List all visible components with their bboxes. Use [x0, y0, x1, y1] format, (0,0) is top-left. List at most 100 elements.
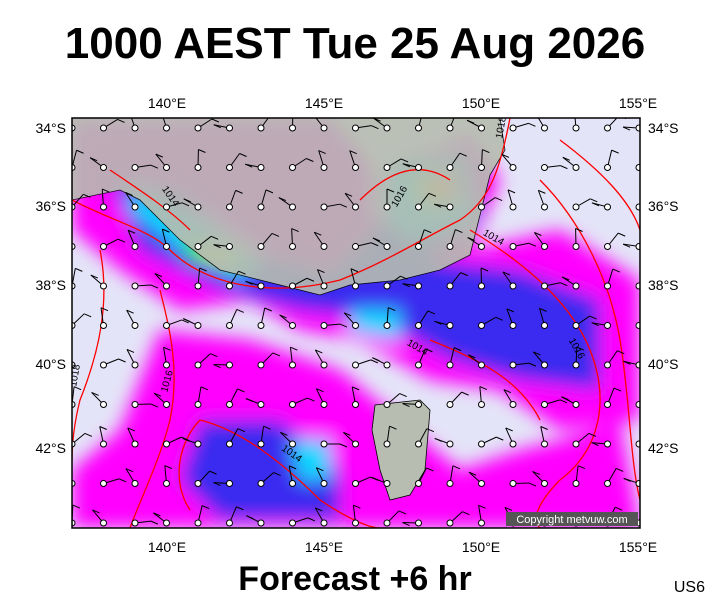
barb-flag	[370, 242, 379, 247]
barb-flag	[561, 276, 570, 281]
station	[604, 361, 611, 369]
barb-flag	[125, 468, 134, 473]
station	[415, 361, 422, 369]
station	[604, 203, 611, 211]
barb-flag	[316, 467, 324, 472]
station	[289, 401, 296, 408]
station	[352, 440, 359, 448]
barb-flag	[318, 150, 326, 154]
barb-flag	[642, 505, 649, 508]
station	[478, 440, 485, 448]
barb-flag	[400, 158, 409, 163]
station	[257, 203, 265, 211]
barb-flag	[622, 243, 631, 248]
station	[383, 401, 391, 408]
station	[226, 243, 233, 250]
station	[604, 164, 611, 171]
barb-flag	[650, 431, 657, 434]
station	[226, 124, 233, 132]
station	[131, 124, 139, 132]
barb-flag	[495, 316, 503, 321]
station	[604, 282, 611, 290]
barb-flag	[533, 351, 541, 356]
station	[226, 322, 233, 329]
barb-flag	[200, 386, 209, 391]
barb-flag	[623, 360, 631, 365]
station	[257, 124, 265, 132]
station	[352, 480, 359, 487]
station	[163, 361, 170, 369]
barb-flag	[457, 112, 464, 115]
barb-flag	[213, 482, 221, 487]
barb-flag	[164, 465, 173, 470]
station	[320, 361, 328, 369]
barb-flag	[83, 313, 92, 318]
barb-flag	[181, 319, 189, 324]
station	[163, 243, 170, 250]
barb-flag	[339, 203, 347, 208]
station	[478, 322, 485, 329]
station	[131, 243, 139, 250]
station	[415, 164, 422, 171]
station	[635, 203, 640, 211]
station	[100, 480, 107, 487]
title: 1000 AEST Tue 25 Aug 2026	[65, 19, 645, 68]
station	[541, 282, 548, 290]
barb-flag	[343, 312, 352, 317]
left-label: 40°S	[35, 356, 66, 372]
station	[635, 480, 640, 487]
barb-flag	[611, 149, 619, 154]
barb-flag	[57, 241, 64, 244]
barb-flag	[538, 189, 546, 194]
barb-flag	[507, 189, 516, 194]
station	[289, 203, 296, 211]
station	[289, 480, 296, 487]
barb-flag	[163, 346, 171, 351]
station	[478, 282, 485, 290]
barb-shaft	[72, 482, 73, 484]
station	[320, 440, 328, 448]
barb-flag	[590, 198, 598, 203]
station	[352, 322, 359, 329]
barb-flag	[153, 512, 161, 517]
barb-flag	[386, 188, 395, 193]
station	[226, 282, 233, 290]
barb-flag	[246, 515, 254, 520]
barb-flag	[353, 504, 361, 509]
station	[541, 361, 548, 369]
caption: Forecast +6 hr	[238, 560, 471, 598]
barb-flag	[613, 387, 622, 392]
station	[289, 282, 296, 290]
station	[604, 440, 611, 448]
station	[572, 401, 580, 408]
barb-flag	[288, 465, 297, 470]
station	[509, 440, 517, 448]
barb-flag	[577, 465, 586, 470]
barb-flag	[264, 307, 272, 312]
barb-flag	[349, 150, 357, 155]
barb-flag	[245, 280, 253, 285]
station	[163, 401, 170, 408]
station	[163, 164, 170, 171]
barb-flag	[210, 235, 219, 240]
station	[415, 124, 422, 132]
barb-flag	[127, 427, 135, 432]
station	[541, 124, 548, 132]
barb-flag	[371, 477, 380, 481]
station	[509, 243, 517, 250]
station	[446, 401, 454, 408]
isobars	[72, 118, 640, 528]
barb-flag	[434, 203, 442, 208]
barb-flag	[534, 232, 542, 236]
barb-flag	[339, 443, 348, 448]
barb-flag	[528, 362, 537, 367]
station	[320, 124, 328, 132]
station	[572, 322, 580, 329]
station	[100, 243, 107, 250]
barb-flag	[100, 307, 109, 312]
station	[446, 440, 454, 448]
station	[131, 519, 139, 527]
station	[383, 124, 391, 132]
land	[72, 118, 506, 501]
